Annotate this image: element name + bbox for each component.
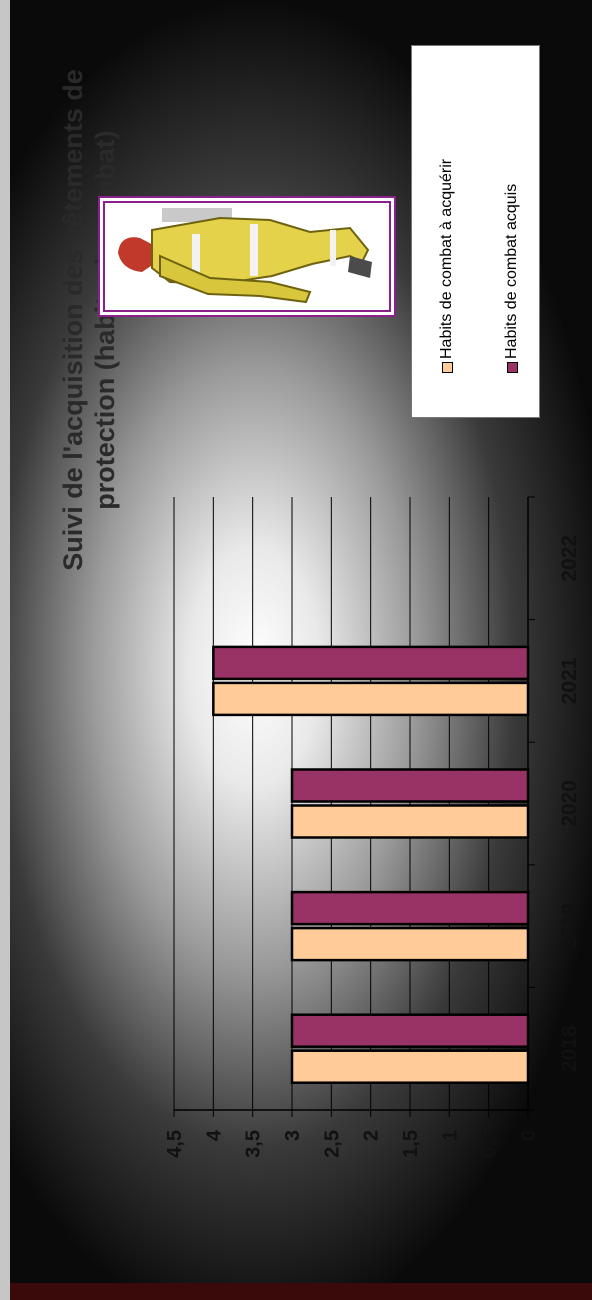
value-tick-label: 4,5 [164, 1130, 186, 1158]
value-tick-label: 4 [203, 1129, 225, 1141]
category-label: 2018 [558, 1025, 581, 1072]
bar-2021-series-2 [212, 645, 530, 681]
category-label: 2020 [558, 780, 581, 827]
legend-label-acquis: Habits de combat acquis [503, 183, 520, 359]
firefighter-illustration [98, 196, 396, 317]
legend-label-a-acquerir: Habits de combat à acquérir [438, 158, 455, 359]
value-tick-label: 3 [282, 1130, 304, 1141]
axis-layer: 0 0,5 1 1,5 2 2,5 3 3,5 4 4,5 2018 2019 2020 2021 2022 [164, 496, 581, 1158]
grid-layer [173, 497, 529, 1110]
value-tick-label: 0,5 [479, 1130, 501, 1158]
bar-2019-series-1 [290, 926, 530, 962]
value-tick-label: 2 [361, 1130, 383, 1141]
category-label: 2019 [558, 903, 581, 950]
bar-2020-series-1 [290, 804, 530, 839]
legend-swatch-acquis [506, 362, 518, 373]
category-label: 2022 [558, 535, 581, 582]
chart-title-line-2: protection (habits de combat) [89, 130, 120, 510]
bar-layer [212, 645, 530, 1084]
firefighter-icon [118, 208, 372, 304]
chart-svg: 0 0,5 1 1,5 2 2,5 3 3,5 4 4,5 2018 2019 2020 2021 2022 [164, 496, 581, 1158]
value-tick-label: 0 [518, 1130, 540, 1141]
bar-2018-series-1 [290, 1049, 530, 1084]
bar-2020-series-2 [290, 768, 530, 803]
chart-title: Suivi de l'acquisition des vêtements de … [58, 30, 122, 610]
legend-item-acquis: Habits de combat acquis [503, 184, 521, 373]
legend: Habits de combat à acquérir Habits de co… [411, 45, 540, 418]
category-label: 2021 [558, 657, 581, 704]
value-tick-label: 1,5 [400, 1130, 422, 1158]
value-tick-label: 3,5 [243, 1130, 265, 1158]
value-tick-label: 1 [439, 1130, 461, 1141]
bar-2019-series-2 [290, 890, 530, 926]
legend-item-a-acquerir: Habits de combat à acquérir [438, 159, 456, 373]
chart-page: 0 0,5 1 1,5 2 2,5 3 3,5 4 4,5 2018 2019 2020 2021 2022… [10, 0, 592, 1300]
chart-title-line-1: Suivi de l'acquisition des vêtements de [58, 69, 88, 571]
bar-2018-series-2 [290, 1013, 530, 1048]
bar-2021-series-1 [212, 681, 530, 717]
value-tick-label: 2,5 [321, 1130, 343, 1158]
legend-swatch-a-acquerir [441, 362, 453, 373]
